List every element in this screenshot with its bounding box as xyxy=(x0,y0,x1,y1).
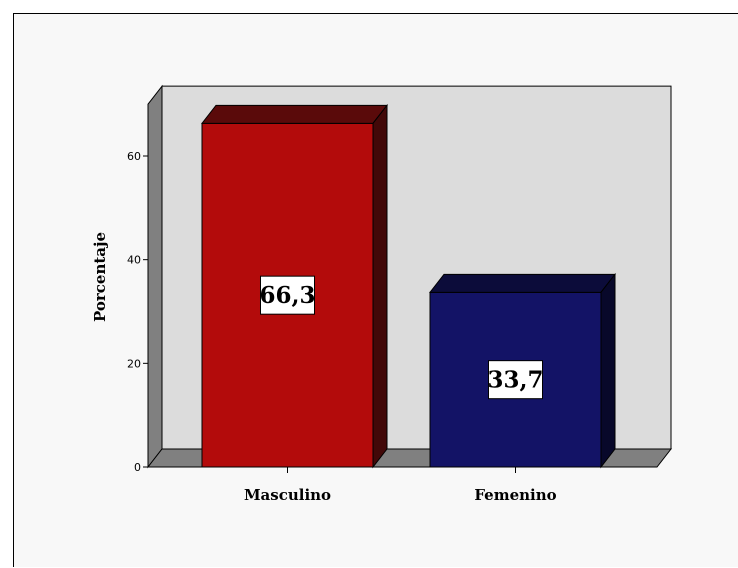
y-ticks: 0 20 40 60 xyxy=(127,150,148,474)
y-tick-label: 40 xyxy=(127,254,141,267)
bar-top-femenino xyxy=(428,273,617,293)
bar-side-masculino xyxy=(372,103,388,469)
bar-top-masculino xyxy=(200,104,389,124)
data-label: 66,3 xyxy=(259,282,315,309)
y-tick-label: 0 xyxy=(134,461,141,474)
x-category-label: Masculino xyxy=(244,486,331,504)
x-category-label: Femenino xyxy=(474,486,556,504)
data-label-box xyxy=(488,360,543,400)
y-tick-label: 20 xyxy=(127,357,141,370)
chart-frame: 0 20 40 60 66,3 33,7 Masculino Femenino Porce… xyxy=(13,13,738,567)
data-label-box xyxy=(260,275,315,315)
bar-side-femenino xyxy=(600,272,616,469)
x-categories: Masculino Femenino xyxy=(244,467,557,504)
y-axis-title: Porcentaje xyxy=(91,232,109,322)
y-tick-label: 60 xyxy=(127,150,141,163)
data-label: 33,7 xyxy=(487,367,543,394)
bar-chart: 0 20 40 60 66,3 33,7 Masculino Femenino Porce… xyxy=(91,84,673,504)
bars: 66,3 33,7 xyxy=(200,103,617,469)
left-wall xyxy=(147,84,163,469)
